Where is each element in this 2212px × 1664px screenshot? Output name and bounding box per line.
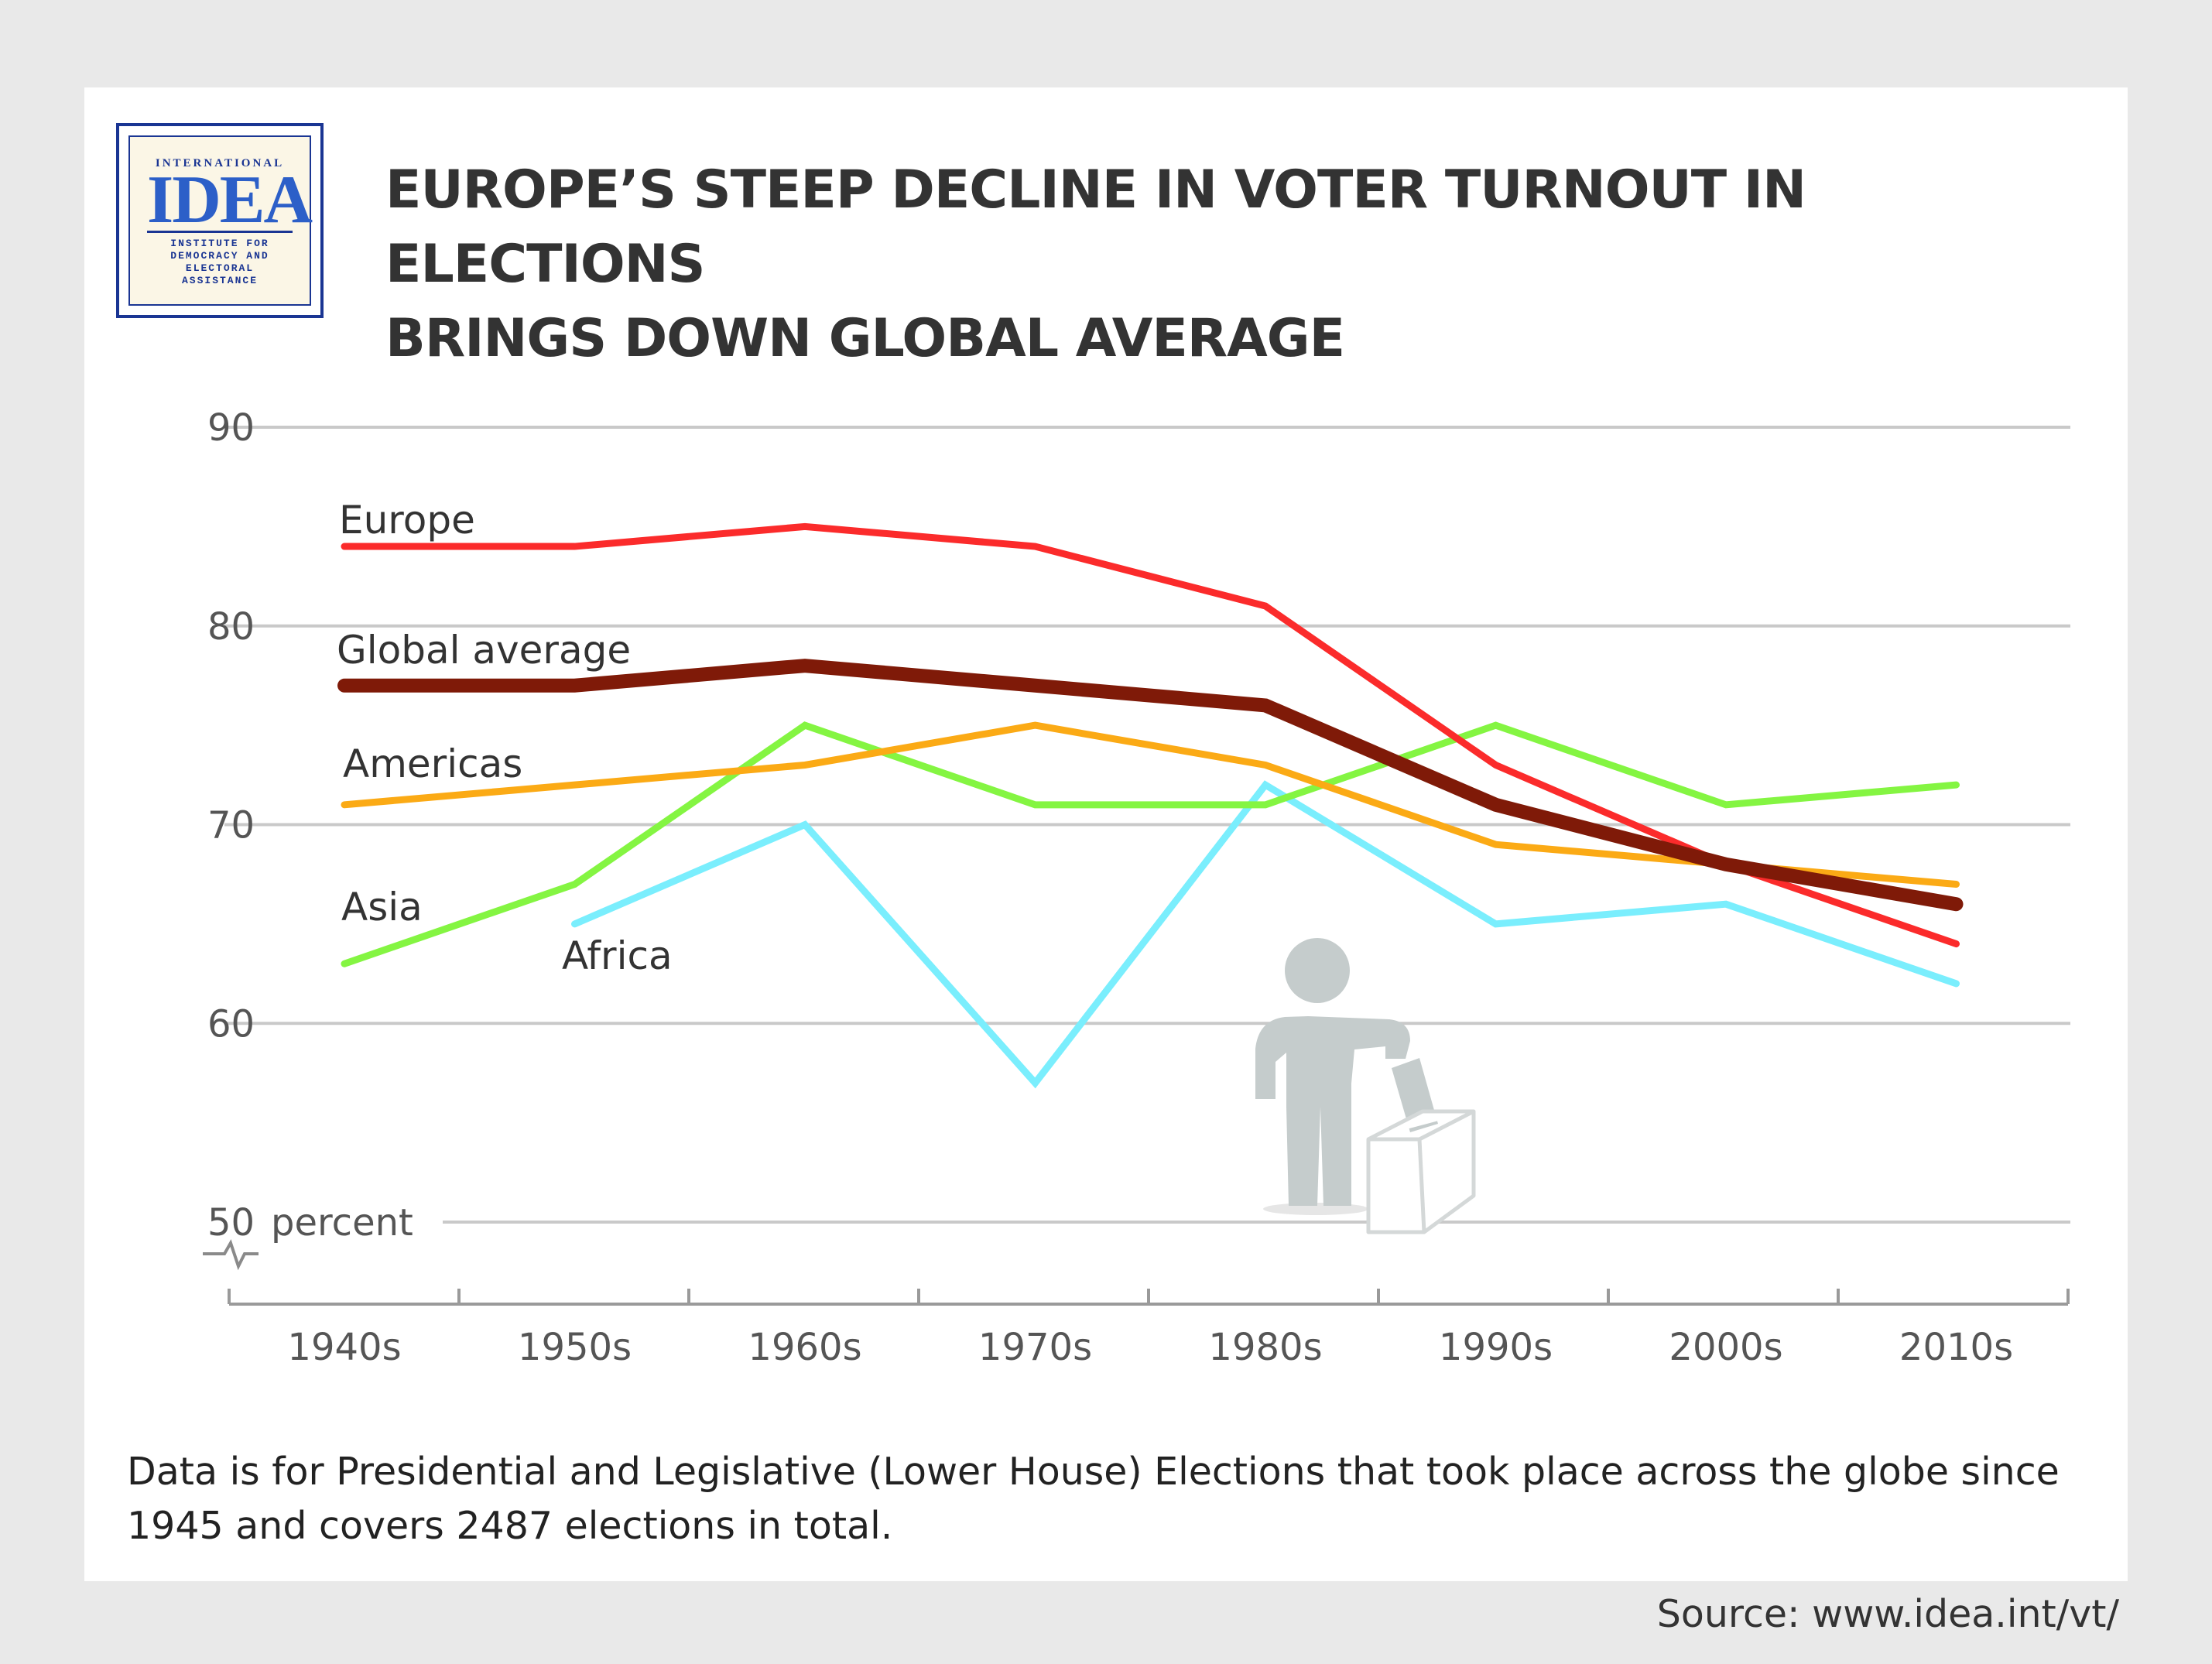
infographic-card xyxy=(84,87,2128,1581)
idea-logo: INTERNATIONAL IDEA INSTITUTE FOR DEMOCRA… xyxy=(116,123,324,318)
x-tick-label: 1970s xyxy=(978,1326,1092,1369)
footnote: Data is for Presidential and Legislative… xyxy=(127,1445,2108,1553)
logo-top-text: INTERNATIONAL xyxy=(155,157,285,169)
series-label-global-average: Global average xyxy=(337,628,631,673)
gridlines xyxy=(224,426,2070,1224)
y-unit-label: percent xyxy=(271,1201,413,1245)
x-tick-label: 2000s xyxy=(1669,1326,1782,1369)
logo-main-text: IDEA xyxy=(147,163,313,238)
series-line-asia xyxy=(341,721,1960,967)
title-line-2: BRINGS DOWN GLOBAL AVERAGE xyxy=(385,308,1345,369)
x-axis: 1940s 1950s 1960s 1970s 1980s 1990s 2000s 2010s xyxy=(203,1239,2070,1369)
footnote-line-2: 1945 and covers 2487 elections in total. xyxy=(127,1504,893,1548)
source-link[interactable]: Source: www.idea.int/vt/ xyxy=(1656,1592,2119,1636)
series-label-africa: Africa xyxy=(562,933,673,978)
series-lines xyxy=(337,522,1964,1089)
logo-sub-text: INSTITUTE FOR DEMOCRACY AND ELECTORAL AS… xyxy=(170,238,269,286)
series-label-americas: Americas xyxy=(343,741,522,786)
voter-ballot-box-icon xyxy=(1255,938,1476,1234)
x-tick-label: 1960s xyxy=(748,1326,861,1369)
logo-inner: INTERNATIONAL IDEA INSTITUTE FOR DEMOCRA… xyxy=(128,135,313,306)
x-tick-label: 1950s xyxy=(518,1326,632,1369)
y-tick-label: 90 xyxy=(207,406,255,450)
x-tick-label: 1990s xyxy=(1439,1326,1553,1369)
x-tick-label: 1940s xyxy=(287,1326,401,1369)
footnote-line-1: Data is for Presidential and Legislative… xyxy=(127,1450,2060,1494)
y-tick-label: 70 xyxy=(207,804,255,847)
series-line-africa xyxy=(571,780,1960,1089)
y-axis-ticks: 50 percent 60 70 80 90 xyxy=(207,406,413,1245)
series-label-asia: Asia xyxy=(341,885,423,930)
series-labels: Europe Global average Americas Asia Afri… xyxy=(337,498,673,978)
y-tick-label: 80 xyxy=(207,605,255,649)
axis-break-icon xyxy=(203,1239,259,1271)
series-label-europe: Europe xyxy=(339,498,475,543)
y-tick-label: 60 xyxy=(207,1002,255,1046)
title-line-1: EUROPE’S STEEP DECLINE IN VOTER TURNOUT … xyxy=(385,159,1806,295)
y-tick-label: 50 xyxy=(207,1201,255,1245)
chart-title: EUROPE’S STEEP DECLINE IN VOTER TURNOUT … xyxy=(385,153,2088,376)
series-line-europe xyxy=(341,522,1960,948)
x-tick-label: 1980s xyxy=(1208,1326,1322,1369)
series-line-global-average xyxy=(337,659,1964,912)
x-tick-label: 2010s xyxy=(1899,1326,2013,1369)
